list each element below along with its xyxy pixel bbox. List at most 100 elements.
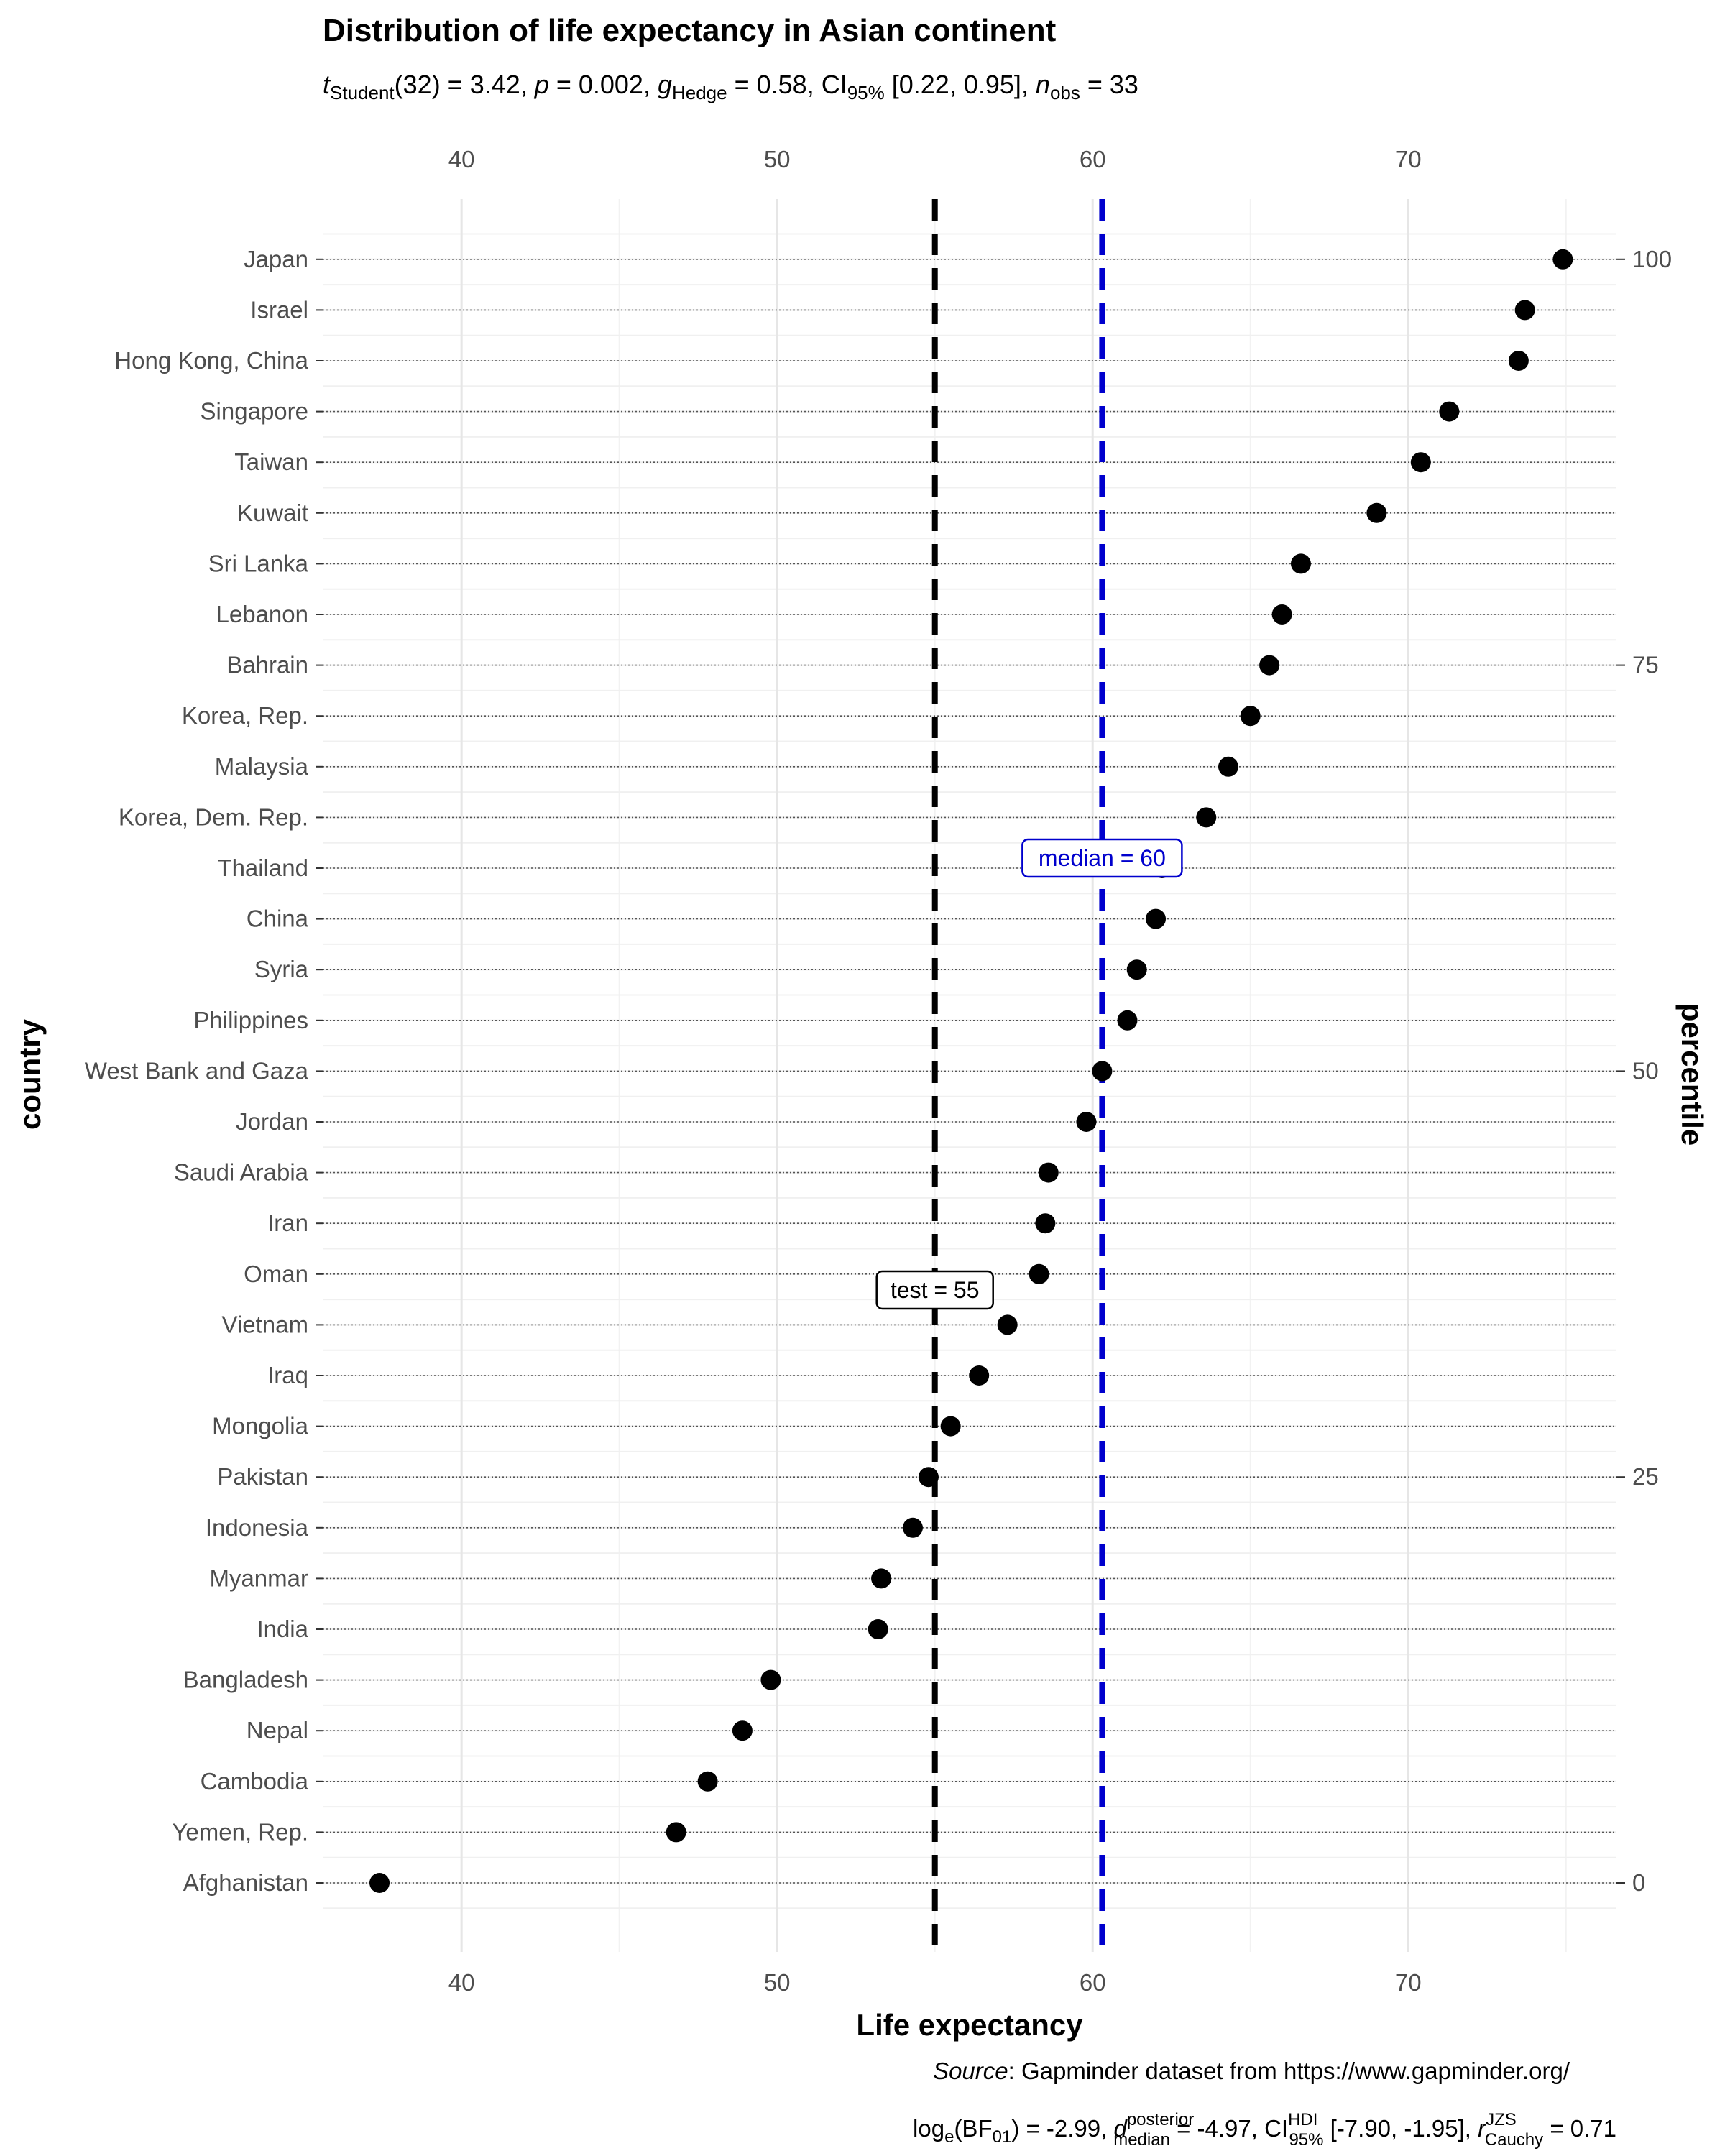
reference-label-box-0 — [875, 1270, 994, 1310]
x-tick-labels-top: 40 50 60 70 — [448, 146, 1422, 172]
bayes-r-sub: Cauchy — [1485, 2130, 1543, 2150]
percentile-tick-label-0: 0 — [1632, 1869, 1645, 1896]
point-Kuwait — [1366, 502, 1387, 523]
minor-gridlines — [323, 199, 1616, 1952]
percentile-tick-label-25: 25 — [1632, 1463, 1659, 1490]
point-Syria — [1126, 959, 1147, 980]
y-tick-label-Oman: Oman — [244, 1261, 308, 1287]
y-tick-label-Yemen, Rep.: Yemen, Rep. — [172, 1818, 308, 1845]
point-Korea, Rep. — [1240, 706, 1261, 727]
point-Nepal — [732, 1720, 753, 1741]
subtitle-g-rest: = 0.58, CI — [727, 70, 847, 99]
bayes-d-sub: median — [1113, 2130, 1170, 2150]
subtitle-t-rest: (32) = 3.42, — [395, 70, 535, 99]
y-tick-label-Indonesia: Indonesia — [206, 1514, 309, 1541]
bayes-d-label: d — [1113, 2115, 1128, 2142]
bayes-r-sup: JZS — [1486, 2110, 1517, 2129]
bayes-part4: = -4.97, CI — [1170, 2115, 1288, 2142]
source-caption: Source: Gapminder dataset from https://w… — [933, 2058, 1570, 2084]
point-Philippines — [1117, 1010, 1138, 1031]
point-Singapore — [1439, 401, 1460, 422]
bayes-part1-sub: e — [944, 2127, 954, 2147]
point-Jordan — [1076, 1112, 1097, 1132]
y-tick-label-Bahrain: Bahrain — [226, 652, 308, 678]
percentile-ticks: 0 25 50 75 100 — [1616, 246, 1672, 1896]
bayes-part1: log — [913, 2115, 944, 2142]
y-tick-label-Myanmar: Myanmar — [209, 1565, 308, 1591]
point-Lebanon — [1271, 604, 1292, 625]
subtitle-t-label: t — [323, 70, 331, 99]
point-Iran — [1035, 1213, 1056, 1234]
bayes-part2: (BF — [954, 2115, 992, 2142]
y-tick-label-Pakistan: Pakistan — [217, 1463, 308, 1490]
y-tick-label-Nepal: Nepal — [247, 1717, 308, 1743]
subtitle-p-rest: = 0.002, — [549, 70, 658, 99]
bayes-ci-sub: 95% — [1289, 2130, 1323, 2150]
point-Israel — [1514, 300, 1535, 321]
y-tick-label-Vietnam: Vietnam — [222, 1311, 308, 1337]
point-Bahrain — [1259, 655, 1280, 676]
y-tick-label-Thailand: Thailand — [217, 854, 308, 881]
subtitle-n-rest: = 33 — [1080, 70, 1138, 99]
x-tick-label-top-40: 40 — [448, 146, 475, 172]
y-tick-label-Iran: Iran — [267, 1210, 308, 1236]
bayes-part3: ) = -2.99, — [1011, 2115, 1113, 2142]
point-Vietnam — [997, 1314, 1018, 1335]
x-tick-label-top-70: 70 — [1395, 146, 1422, 172]
reference-annotations: test = 55 median = 60 — [875, 838, 1183, 1310]
point-Iraq — [969, 1365, 990, 1386]
y-tick-label-Saudi Arabia: Saudi Arabia — [174, 1159, 309, 1186]
y-tick-label-India: India — [257, 1616, 308, 1642]
x-tick-label-bottom-40: 40 — [448, 1969, 475, 1996]
x-tick-label-bottom-50: 50 — [764, 1969, 791, 1996]
reference-label-box-1 — [1021, 838, 1183, 878]
y-tick-label-Japan: Japan — [244, 246, 308, 272]
point-West Bank and Gaza — [1092, 1061, 1113, 1082]
point-Oman — [1029, 1263, 1049, 1284]
y-tick-label-Korea, Rep.: Korea, Rep. — [182, 702, 308, 729]
point-India — [868, 1619, 888, 1639]
x-tick-label-bottom-60: 60 — [1080, 1969, 1106, 1996]
source-text: : Gapminder dataset from https://www.gap… — [1008, 2058, 1570, 2084]
point-Myanmar — [871, 1568, 892, 1589]
point-Malaysia — [1218, 756, 1238, 777]
x-tick-label-top-50: 50 — [764, 146, 791, 172]
point-Afghanistan — [369, 1873, 390, 1893]
x-tick-label-bottom-70: 70 — [1395, 1969, 1422, 1996]
point-China — [1146, 908, 1167, 929]
y-tick-label-Malaysia: Malaysia — [215, 753, 309, 780]
bayes-part5: [-7.90, -1.95], — [1323, 2115, 1478, 2142]
x-axis-title: Life expectancy — [856, 2008, 1083, 2042]
y-tick-label-Afghanistan: Afghanistan — [183, 1869, 308, 1896]
subtitle-g-label: g — [658, 70, 672, 99]
point-Sri Lanka — [1290, 553, 1311, 574]
source-label: Source — [933, 2058, 1008, 2084]
chart-subtitle: tStudent(32) = 3.42, p = 0.002, gHedge =… — [323, 70, 1138, 103]
y-tick-label-Mongolia: Mongolia — [212, 1413, 309, 1439]
subtitle-n-sub: obs — [1050, 82, 1080, 103]
y-axis-title-right: percentile — [1675, 1003, 1709, 1146]
point-Pakistan — [918, 1467, 939, 1488]
subtitle-ci-sub: 95% — [847, 82, 885, 103]
chart-title: Distribution of life expectancy in Asian… — [323, 13, 1057, 48]
y-tick-label-Sri Lanka: Sri Lanka — [208, 550, 309, 576]
y-tick-label-Philippines: Philippines — [193, 1007, 308, 1033]
subtitle-g-sub: Hedge — [672, 82, 727, 103]
y-tick-label-Syria: Syria — [254, 956, 309, 982]
y-tick-label-Lebanon: Lebanon — [216, 601, 308, 627]
y-tick-label-Israel: Israel — [250, 296, 308, 323]
reference-label-0: test = 55 — [891, 1277, 980, 1303]
x-tick-labels-bottom: 40 50 60 70 — [448, 1969, 1422, 1996]
y-tick-label-Kuwait: Kuwait — [237, 499, 308, 526]
y-tick-label-Korea, Dem. Rep.: Korea, Dem. Rep. — [119, 803, 308, 830]
subtitle-ci-rest: [0.22, 0.95], — [885, 70, 1036, 99]
percentile-tick-label-50: 50 — [1632, 1057, 1659, 1084]
point-Cambodia — [697, 1771, 718, 1792]
subtitle-t-sub: Student — [330, 82, 395, 103]
point-Bangladesh — [760, 1669, 781, 1690]
y-tick-label-Bangladesh: Bangladesh — [183, 1667, 308, 1693]
point-Korea, Dem. Rep. — [1196, 807, 1217, 828]
y-tick-label-Singapore: Singapore — [201, 398, 308, 425]
y-axis-title: country — [13, 1018, 47, 1130]
